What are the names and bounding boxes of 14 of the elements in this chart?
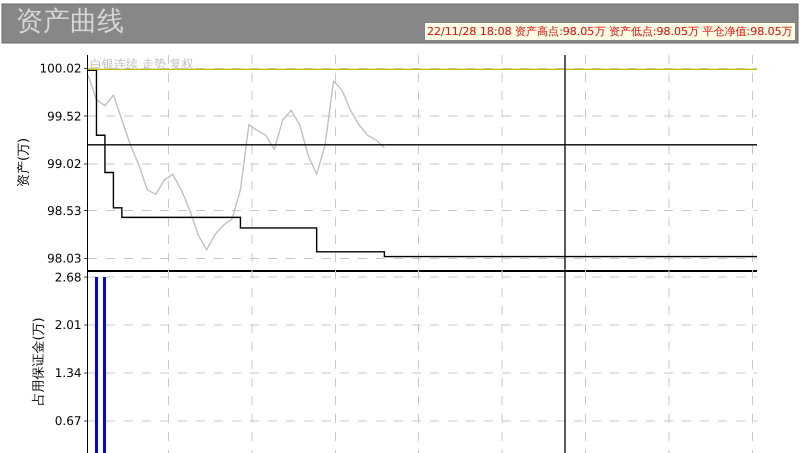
- y-tick-label: 98.03: [47, 252, 82, 266]
- chart-title: 资产曲线: [16, 6, 124, 37]
- y-tick-label: 1.34: [54, 366, 82, 380]
- y-axis-title: 资产(万): [16, 138, 32, 188]
- y-axis-title: 占用保证金(万): [32, 317, 47, 406]
- y-tick-label: 100.02: [40, 62, 82, 76]
- y-tick-label: 2.68: [54, 270, 82, 284]
- y-tick-label: 0.67: [54, 414, 82, 428]
- y-tick-label: 99.52: [47, 109, 82, 124]
- y-tick-label: 99.02: [47, 157, 82, 172]
- text: 22/11/28 18:08 资产高点:98.05万 资产低点:98.05万 平仓净值:98.05万: [427, 25, 793, 38]
- series-label: 白银连续 走势 复权: [90, 57, 194, 71]
- y-tick-label: 2.01: [54, 318, 82, 332]
- y-tick-label: 98.53: [47, 204, 82, 218]
